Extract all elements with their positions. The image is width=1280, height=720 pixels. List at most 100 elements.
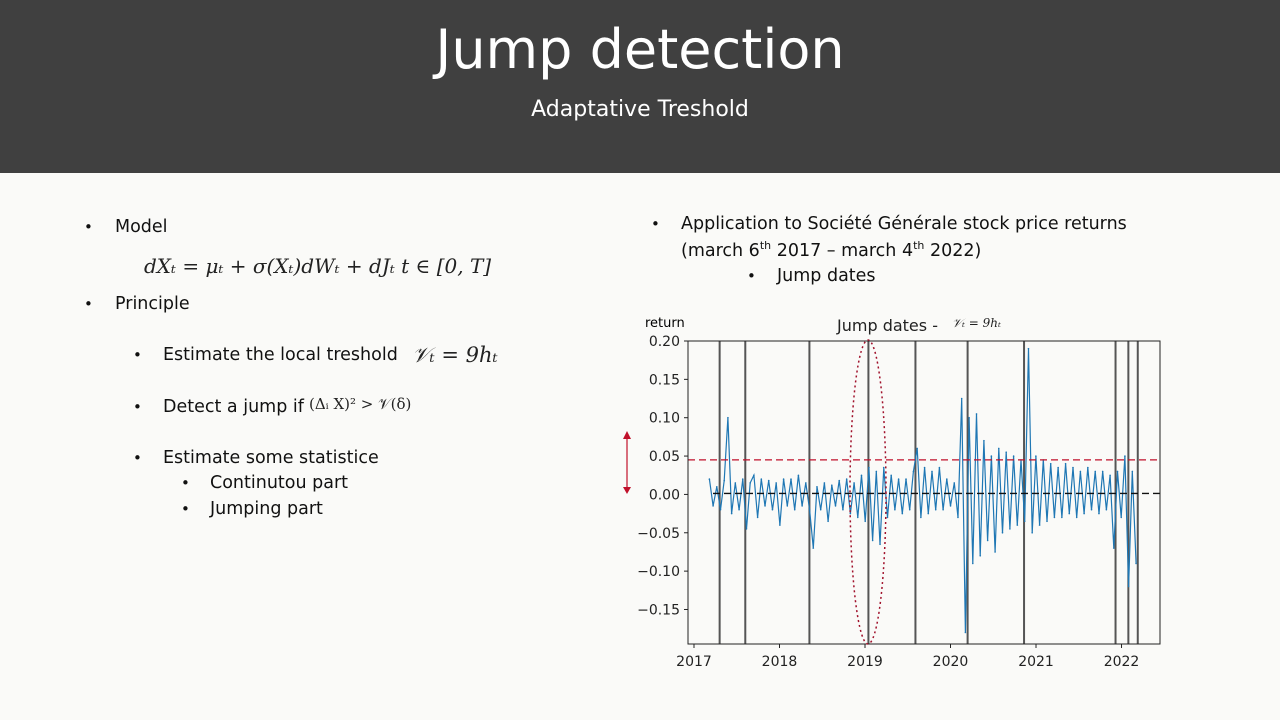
return-point (1079, 470, 1082, 473)
return-point (927, 512, 930, 515)
application-line2: (march 6th 2017 – march 4th 2022) (681, 239, 981, 261)
return-point (990, 455, 993, 457)
return-point (1116, 470, 1119, 473)
return-point (1090, 508, 1093, 511)
return-point (741, 478, 744, 480)
bullet: • (133, 346, 142, 364)
bullet: • (651, 215, 660, 233)
application-line1: Application to Société Générale stock pr… (681, 214, 1127, 234)
date-end: 2017 – march 4 (771, 240, 914, 261)
ordinal-suffix: th (913, 239, 925, 252)
return-point (831, 484, 833, 487)
return-point (979, 554, 982, 557)
return-point (715, 485, 718, 488)
model-formula: dXₜ = μₜ + σ(Xₜ)dWₜ + dJₜ t ∈ [0, T] (144, 254, 492, 278)
date-close: 2022) (924, 240, 982, 261)
return-point (983, 439, 985, 442)
return-point (908, 508, 911, 511)
return-point (1068, 512, 1071, 515)
return-point (708, 478, 711, 480)
threshold-arrow (623, 431, 631, 494)
return-point (960, 397, 963, 400)
return-point (779, 524, 781, 526)
threshold-item: Estimate the local treshold (163, 345, 398, 365)
return-point (827, 520, 829, 523)
return-point (1049, 462, 1052, 465)
return-point (994, 551, 996, 553)
chart-title: Jump dates - (836, 316, 938, 335)
return-point (1105, 508, 1108, 511)
return-point (1053, 516, 1056, 519)
return-point (946, 478, 948, 480)
bullet: • (84, 218, 93, 236)
return-point (1112, 547, 1115, 549)
return-point (1005, 451, 1007, 454)
y-tick-label: 0.15 (649, 372, 680, 388)
return-point (1087, 466, 1089, 469)
x-tick-label: 2022 (1104, 654, 1140, 670)
return-point (1135, 562, 1137, 565)
return-point (749, 482, 751, 484)
return-point (1031, 531, 1033, 534)
principle-label: Principle (115, 294, 190, 314)
return-point (1124, 455, 1126, 457)
bullet: • (747, 267, 756, 285)
return-point (886, 516, 889, 519)
jump-dates-item: Jump dates (777, 266, 876, 286)
return-point (723, 479, 726, 482)
return-point (860, 474, 863, 477)
return-point (771, 508, 774, 511)
return-point (734, 482, 737, 484)
threshold-formula: 𝒱ₜ = 9hₜ (412, 343, 498, 367)
y-tick-label: −0.15 (637, 602, 680, 618)
return-point (808, 508, 811, 511)
return-point (719, 508, 722, 511)
return-point (805, 482, 807, 484)
return-point (931, 470, 933, 473)
return-point (790, 478, 792, 480)
return-point (1023, 520, 1026, 523)
y-tick-label: 0.20 (649, 334, 680, 350)
detect-item: Detect a jump if (163, 397, 304, 417)
return-point (882, 466, 885, 469)
return-point (934, 508, 937, 511)
return-point (912, 470, 915, 473)
return-point (745, 528, 748, 530)
return-point (782, 478, 785, 480)
return-point (879, 543, 881, 546)
return-point (957, 516, 959, 519)
x-tick-label: 2018 (762, 654, 798, 670)
bullet: • (181, 474, 190, 492)
model-label: Model (115, 217, 168, 237)
highlight-ellipse (849, 339, 887, 645)
return-point (897, 478, 900, 480)
return-point (1120, 516, 1123, 519)
return-point (834, 505, 837, 507)
return-point (853, 482, 855, 484)
return-point (760, 478, 763, 480)
return-point (845, 478, 848, 480)
return-point (997, 447, 1000, 450)
return-point (1057, 466, 1059, 469)
bullet: • (84, 295, 93, 313)
slide-title: Jump detection (435, 18, 845, 81)
return-point (1075, 516, 1078, 519)
x-tick-label: 2020 (933, 654, 969, 670)
return-point (875, 470, 878, 473)
return-point (812, 547, 815, 549)
return-point (712, 505, 714, 507)
return-point (964, 631, 967, 634)
x-tick-label: 2017 (676, 654, 712, 670)
return-point (1046, 520, 1048, 523)
return-point (767, 479, 770, 482)
return-point (949, 505, 952, 507)
return-point (753, 474, 755, 477)
x-tick-label: 2021 (1018, 654, 1054, 670)
return-point (968, 416, 970, 419)
return-point (953, 482, 956, 484)
return-point (1038, 524, 1041, 526)
return-point (1127, 585, 1130, 588)
return-point (738, 508, 740, 511)
chart-title-formula: 𝒱ₜ = 9hₜ (952, 316, 1001, 330)
bullet: • (133, 449, 142, 467)
